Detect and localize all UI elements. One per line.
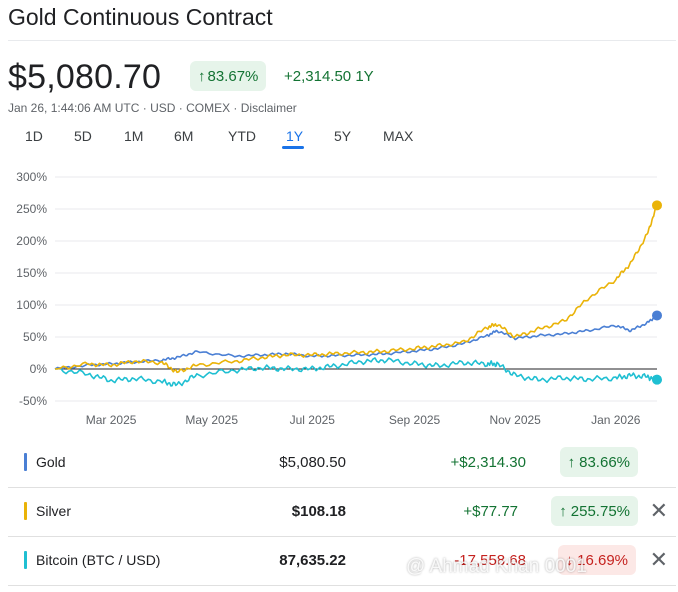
quote-metadata: Jan 26, 1:44:06 AM UTC · USD · COMEX · D… — [8, 101, 297, 115]
legend-row-silver[interactable]: Silver $108.18 +$77.77 ↑ 255.75% ✕ — [8, 488, 676, 536]
series-percent: 16.69% — [577, 551, 628, 569]
header-divider — [8, 40, 676, 41]
page-title: Gold Continuous Contract — [8, 4, 273, 30]
range-tab-5d[interactable]: 5D — [74, 128, 92, 144]
series-endpoint-gold — [652, 310, 662, 321]
range-tab-1d[interactable]: 1D — [25, 128, 43, 144]
y-tick-label: 300% — [16, 170, 47, 184]
series-value: $108.18 — [291, 503, 346, 520]
x-tick-label: Jan 2026 — [591, 413, 641, 427]
range-tab-5y[interactable]: 5Y — [334, 128, 352, 144]
series-change: -17,558.68 — [454, 552, 526, 569]
series-change: +$2,314.30 — [450, 454, 527, 471]
x-tick-label: Mar 2025 — [86, 413, 137, 427]
absolute-change: +2,314.50 1Y — [284, 68, 374, 85]
range-tab-ytd[interactable]: YTD — [228, 128, 256, 144]
legend-row-gold[interactable]: Gold $5,080.50 +$2,314.30 ↑ 83.66% — [8, 439, 676, 487]
row-divider — [8, 536, 676, 537]
x-tick-label: Sep 2025 — [389, 413, 441, 427]
series-name: Bitcoin (BTC / USD) — [36, 552, 161, 568]
series-endpoint-silver — [652, 200, 662, 211]
remove-series-close-icon[interactable]: ✕ — [649, 498, 668, 523]
y-tick-label: -50% — [19, 394, 47, 408]
y-tick-label: 0% — [30, 362, 48, 376]
y-tick-label: 100% — [16, 298, 47, 312]
range-tab-1m[interactable]: 1M — [124, 128, 144, 144]
arrow-down-icon: ↓ — [565, 551, 574, 569]
series-name: Silver — [36, 503, 72, 519]
arrow-up-icon: ↑ — [198, 67, 206, 85]
series-name: Gold — [36, 454, 66, 470]
series-percent-badge: ↓ 16.69% — [557, 545, 636, 575]
y-tick-label: 50% — [23, 330, 47, 344]
remove-series-close-icon[interactable]: ✕ — [649, 547, 668, 572]
series-color-marker — [24, 453, 27, 471]
series-change: +$77.77 — [463, 503, 518, 520]
series-percent: 83.66% — [579, 453, 630, 471]
series-percent-badge: ↑ 83.66% — [559, 447, 638, 477]
series-line-silver — [54, 204, 658, 374]
active-range-indicator — [282, 146, 304, 149]
y-tick-label: 250% — [16, 202, 47, 216]
performance-chart[interactable]: 300% 250% 200% 150% 100% 50% 0% -50% Mar 2025 May… — [0, 160, 678, 432]
range-tab-max[interactable]: MAX — [383, 128, 414, 144]
range-tab-6m[interactable]: 6M — [174, 128, 194, 144]
y-tick-label: 150% — [16, 266, 47, 280]
percent-change-badge: ↑ 83.67% — [190, 61, 267, 91]
watermark: @ Ahmad Khan 0001 — [406, 556, 587, 577]
arrow-up-icon: ↑ — [567, 453, 576, 471]
legend-row-bitcoin[interactable]: Bitcoin (BTC / USD) 87,635.22 -17,558.68… — [8, 537, 676, 585]
series-line-bitcoin — [54, 357, 658, 387]
y-tick-label: 200% — [16, 234, 47, 248]
percent-change-value: 83.67% — [207, 67, 259, 85]
series-percent-badge: ↑ 255.75% — [551, 496, 638, 526]
series-endpoint-bitcoin — [652, 374, 662, 385]
row-divider — [8, 585, 676, 586]
series-value: 87,635.22 — [279, 552, 346, 569]
series-percent: 255.75% — [570, 502, 630, 520]
current-price: $5,080.70 — [8, 58, 162, 96]
series-color-marker — [24, 502, 27, 520]
x-tick-label: Jul 2025 — [290, 413, 336, 427]
series-color-marker — [24, 551, 27, 569]
arrow-up-icon: ↑ — [559, 502, 567, 520]
series-value: $5,080.50 — [279, 454, 346, 471]
row-divider — [8, 487, 676, 488]
x-tick-label: May 2025 — [185, 413, 238, 427]
range-tab-1y[interactable]: 1Y — [286, 128, 304, 144]
x-tick-label: Nov 2025 — [489, 413, 541, 427]
